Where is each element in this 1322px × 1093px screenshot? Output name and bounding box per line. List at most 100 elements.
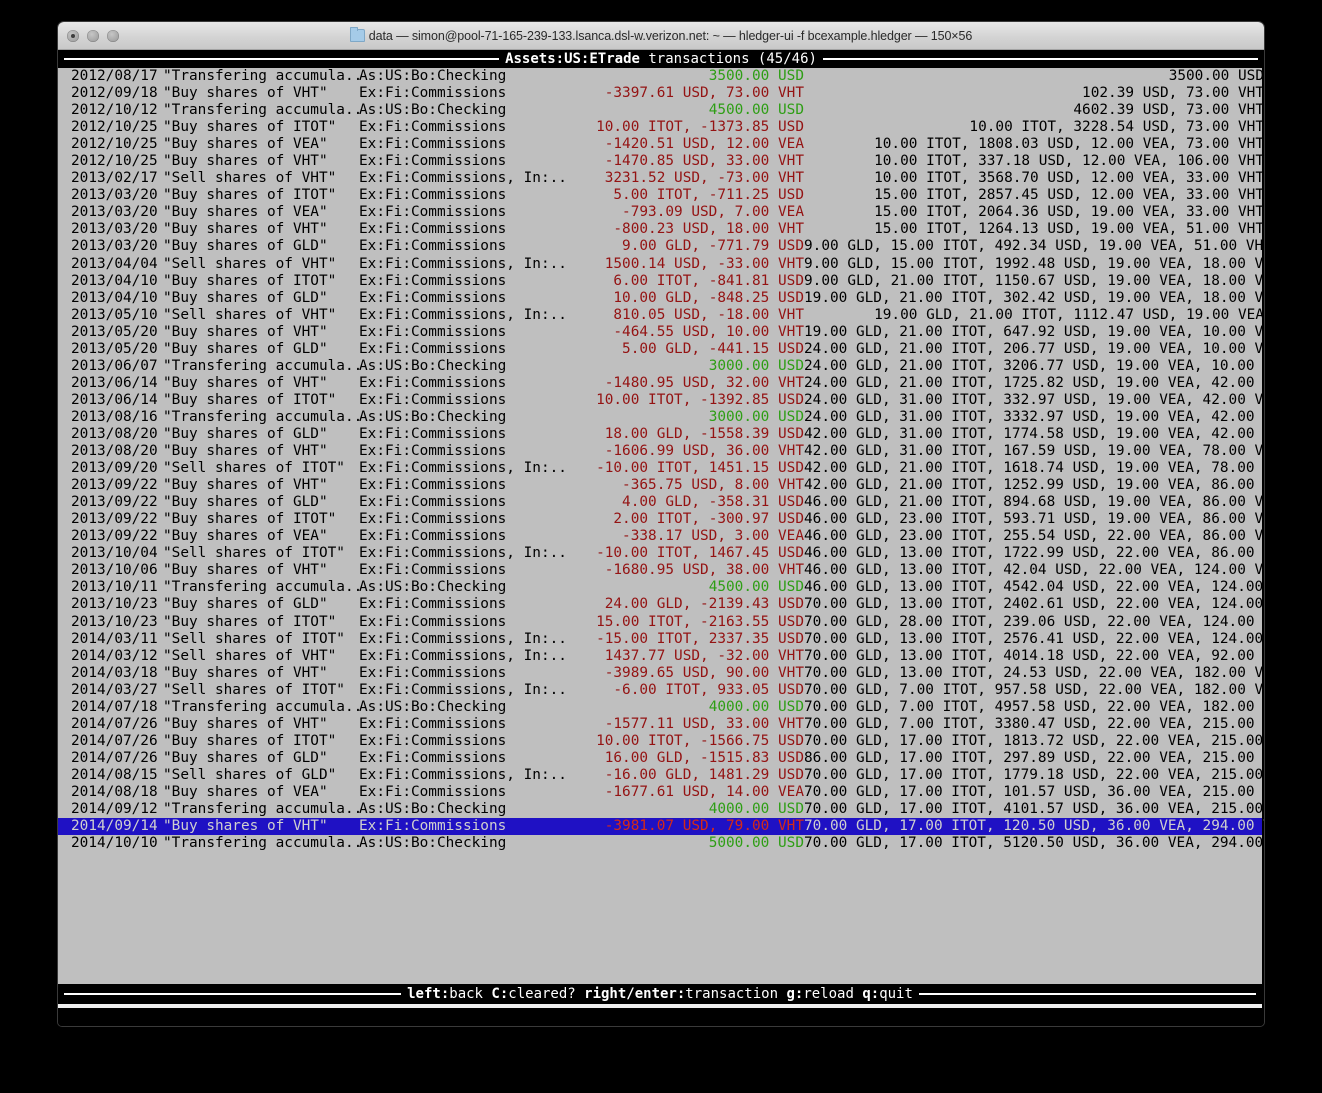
- table-row[interactable]: 2013/10/23 "Buy shares of GLD" Ex:Fi:Commi…: [58, 596, 1263, 614]
- row-amount: 5.00 ITOT, -711.25 USD: [613, 187, 804, 204]
- table-row[interactable]: 2013/10/04 "Sell shares of ITOT" Ex:Fi:Com…: [58, 545, 1264, 563]
- row-date: 2013/09/22: [71, 477, 158, 494]
- table-row[interactable]: 2014/07/18 "Transfering accumula..As:US:B…: [58, 698, 1264, 716]
- row-balance: 102.39 USD, 73.00 VHT: [1082, 85, 1264, 102]
- table-row[interactable]: 2013/09/22 "Buy shares of VHT" Ex:Fi:Commi…: [58, 477, 1264, 495]
- table-row[interactable]: 2014/09/12 "Transfering accumula..As:US:B…: [58, 801, 1263, 819]
- row-date: 2013/03/20: [71, 204, 158, 221]
- table-row[interactable]: 2013/04/04 "Sell shares of VHT" Ex:Fi:Comm…: [58, 255, 1264, 273]
- row-date: 2013/09/22: [71, 494, 158, 511]
- row-account: Ex:Fi:Commissions: [359, 715, 507, 732]
- table-row[interactable]: 2014/07/26 "Buy shares of VHT" Ex:Fi:Commi…: [58, 715, 1264, 733]
- row-account: Ex:Fi:Commissions: [359, 238, 507, 255]
- row-date: 2014/08/15: [71, 766, 158, 783]
- row-description: "Buy shares of ITOT": [163, 732, 337, 749]
- row-balance: 42.00 GLD, 31.00 ITOT, 167.59 USD, 19.00…: [804, 443, 1264, 460]
- table-row[interactable]: 2014/03/11 "Sell shares of ITOT" Ex:Fi:Com…: [58, 630, 1263, 648]
- table-row[interactable]: 2013/08/20 "Buy shares of VHT" Ex:Fi:Commi…: [58, 443, 1264, 461]
- row-amount: -1420.51 USD, 12.00 VEA: [604, 136, 804, 153]
- row-amount: -1606.99 USD, 36.00 VHT: [604, 443, 804, 460]
- table-row[interactable]: 2013/08/16 "Transfering accumula..As:US:B…: [58, 408, 1264, 426]
- table-row[interactable]: 2013/03/20 "Buy shares of GLD" Ex:Fi:Commi…: [58, 238, 1264, 256]
- table-row[interactable]: 2013/04/10 "Buy shares of ITOT" Ex:Fi:Comm…: [58, 272, 1264, 290]
- row-description: "Buy shares of ITOT": [163, 119, 337, 136]
- row-account: As:US:Bo:Checking: [359, 408, 507, 425]
- table-row[interactable]: 2014/03/12 "Sell shares of VHT" Ex:Fi:Comm…: [58, 647, 1264, 665]
- table-row[interactable]: 2014/08/18 "Buy shares of VEA" Ex:Fi:Commi…: [58, 783, 1264, 802]
- table-row[interactable]: 2014/08/15 "Sell shares of GLD" Ex:Fi:Comm…: [58, 766, 1263, 784]
- table-row[interactable]: 2014/10/10 "Transfering accumula..As:US:B…: [58, 835, 1263, 853]
- row-date: 2013/05/20: [71, 340, 158, 357]
- table-row[interactable]: 2013/06/14 "Buy shares of ITOT" Ex:Fi:Comm…: [58, 391, 1264, 409]
- row-balance: 24.00 GLD, 21.00 ITOT, 1725.82 USD, 19.0…: [804, 374, 1264, 391]
- table-row[interactable]: 2013/06/14 "Buy shares of VHT" Ex:Fi:Commi…: [58, 374, 1264, 392]
- row-date: 2014/07/26: [71, 715, 158, 732]
- row-amount: -793.09 USD, 7.00 VEA: [622, 204, 804, 221]
- row-balance: 10.00 ITOT, 3568.70 USD, 12.00 VEA, 33.0…: [874, 170, 1264, 187]
- table-row[interactable]: 2013/09/22 "Buy shares of VEA" Ex:Fi:Commi…: [58, 528, 1264, 546]
- transactions-list[interactable]: 2012/08/17 "Transfering accumula..As:US:B…: [58, 68, 1264, 984]
- row-amount: 5000.00 USD: [708, 835, 804, 852]
- row-amount: 6.00 ITOT, -841.81 USD: [613, 272, 804, 289]
- table-row[interactable]: 2013/03/20 "Buy shares of VHT" Ex:Fi:Commi…: [58, 221, 1264, 239]
- row-date: 2013/06/14: [71, 374, 158, 391]
- table-row[interactable]: 2013/09/22 "Buy shares of GLD" Ex:Fi:Commi…: [58, 494, 1264, 512]
- table-row[interactable]: 2013/04/10 "Buy shares of GLD" Ex:Fi:Commi…: [58, 289, 1264, 307]
- minimize-button[interactable]: [87, 29, 99, 42]
- row-date: 2013/04/10: [71, 272, 158, 289]
- table-row[interactable]: 2013/10/23 "Buy shares of ITOT" Ex:Fi:Comm…: [58, 613, 1264, 631]
- row-description: "Buy shares of GLD": [163, 289, 328, 306]
- row-balance: 9.00 GLD, 15.00 ITOT, 492.34 USD, 19.00 …: [804, 238, 1264, 255]
- row-amount: -3981.07 USD, 79.00 VHT: [604, 818, 804, 835]
- row-description: "Transfering accumula..: [163, 801, 363, 818]
- row-description: "Sell shares of VHT": [163, 306, 337, 323]
- row-description: "Buy shares of VEA": [163, 528, 328, 545]
- row-balance: 42.00 GLD, 21.00 ITOT, 1252.99 USD, 19.0…: [804, 477, 1264, 494]
- table-row[interactable]: 2012/10/25 "Buy shares of ITOT" Ex:Fi:Comm…: [58, 119, 1264, 137]
- row-date: 2013/10/04: [71, 545, 158, 562]
- table-row[interactable]: 2014/07/26 "Buy shares of ITOT" Ex:Fi:Comm…: [58, 732, 1263, 750]
- row-date: 2014/09/12: [71, 801, 158, 818]
- table-row[interactable]: 2012/10/25 "Buy shares of VEA" Ex:Fi:Commi…: [58, 136, 1264, 154]
- zoom-button[interactable]: [107, 29, 119, 42]
- window-titlebar[interactable]: data — simon@pool-71-165-239-133.lsanca.…: [58, 22, 1264, 50]
- row-description: "Sell shares of VHT": [163, 255, 337, 272]
- table-row[interactable]: 2012/09/18 "Buy shares of VHT" Ex:Fi:Commi…: [58, 85, 1264, 103]
- row-date: 2012/10/25: [71, 136, 158, 153]
- folder-icon: [349, 26, 365, 42]
- table-row[interactable]: 2013/05/20 "Buy shares of GLD" Ex:Fi:Commi…: [58, 340, 1264, 358]
- table-row[interactable]: 2013/03/20 "Buy shares of ITOT" Ex:Fi:Comm…: [58, 187, 1264, 205]
- row-account: As:US:Bo:Checking: [359, 68, 507, 84]
- row-description: "Buy shares of ITOT": [163, 272, 337, 289]
- table-row[interactable]: 2012/10/12 "Transfering accumula..As:US:B…: [58, 102, 1264, 120]
- table-row[interactable]: 2013/09/22 "Buy shares of ITOT" Ex:Fi:Comm…: [58, 511, 1264, 529]
- table-row[interactable]: 2012/10/25 "Buy shares of VHT" Ex:Fi:Commi…: [58, 153, 1264, 171]
- table-row[interactable]: 2012/08/17 "Transfering accumula..As:US:B…: [58, 68, 1264, 86]
- row-account: Ex:Fi:Commissions: [359, 374, 507, 391]
- row-date: 2013/08/16: [71, 408, 158, 425]
- row-balance: 24.00 GLD, 31.00 ITOT, 3332.97 USD, 19.0…: [804, 408, 1264, 425]
- row-date: 2014/03/11: [71, 630, 158, 647]
- row-date: 2014/08/18: [71, 783, 158, 800]
- table-row[interactable]: 2014/03/18 "Buy shares of VHT" Ex:Fi:Commi…: [58, 664, 1264, 682]
- row-balance: 10.00 ITOT, 337.18 USD, 12.00 VEA, 106.0…: [874, 153, 1264, 170]
- table-row[interactable]: 2013/09/20 "Sell shares of ITOT" Ex:Fi:Com…: [58, 460, 1264, 478]
- close-button[interactable]: [67, 29, 79, 42]
- header-rule-right: [822, 58, 1258, 60]
- table-row[interactable]: 2013/10/11 "Transfering accumula..As:US:B…: [58, 579, 1263, 597]
- table-row[interactable]: 2013/05/20 "Buy shares of VHT" Ex:Fi:Commi…: [58, 323, 1264, 341]
- table-row[interactable]: 2014/07/26 "Buy shares of GLD" Ex:Fi:Commi…: [58, 749, 1264, 767]
- row-date: 2013/03/20: [71, 221, 158, 238]
- table-row[interactable]: 2013/03/20 "Buy shares of VEA" Ex:Fi:Commi…: [58, 204, 1264, 222]
- table-row[interactable]: 2013/10/06 "Buy shares of VHT" Ex:Fi:Commi…: [58, 562, 1264, 580]
- row-description: "Buy shares of VEA": [163, 204, 328, 221]
- table-row[interactable]: 2014/09/14 "Buy shares of VHT" Ex:Fi:Commi…: [58, 818, 1264, 836]
- table-row[interactable]: 2013/05/10 "Sell shares of VHT" Ex:Fi:Comm…: [58, 306, 1264, 324]
- row-balance: 70.00 GLD, 13.00 ITOT, 4014.18 USD, 22.0…: [804, 647, 1264, 664]
- row-balance: 42.00 GLD, 21.00 ITOT, 1618.74 USD, 19.0…: [804, 460, 1264, 477]
- row-amount: -3989.65 USD, 90.00 VHT: [604, 664, 804, 681]
- table-row[interactable]: 2013/08/20 "Buy shares of GLD" Ex:Fi:Commi…: [58, 425, 1264, 444]
- table-row[interactable]: 2013/06/07 "Transfering accumula..As:US:B…: [58, 357, 1264, 375]
- table-row[interactable]: 2014/03/27 "Sell shares of ITOT" Ex:Fi:Com…: [58, 681, 1264, 699]
- table-row[interactable]: 2013/02/17 "Sell shares of VHT" Ex:Fi:Comm…: [58, 170, 1264, 188]
